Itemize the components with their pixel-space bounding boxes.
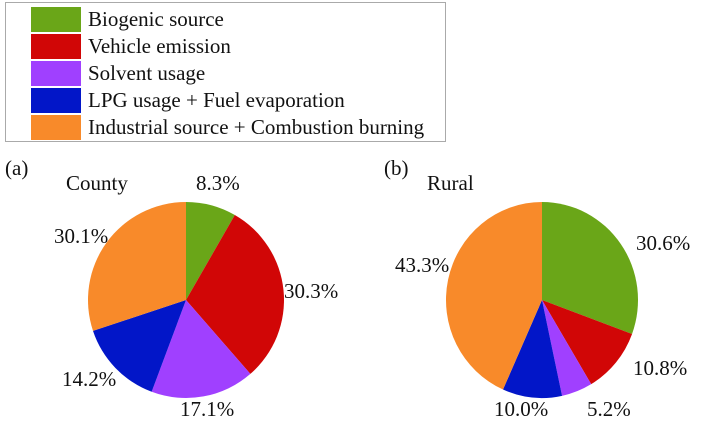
legend-swatch — [31, 7, 81, 32]
legend-item-lpg: LPG usage + Fuel evaporation — [6, 87, 345, 114]
legend-item-vehicle: Vehicle emission — [6, 33, 231, 60]
pie-slice-rural-2 — [542, 300, 592, 396]
pie-slice-rural-0 — [542, 202, 639, 334]
panel-label-a: (a) — [5, 156, 29, 180]
legend: Biogenic source Vehicle emission Solvent… — [5, 2, 446, 142]
data-label: 17.1% — [180, 397, 235, 421]
panel-label-b: (b) — [384, 156, 409, 180]
data-label: 30.1% — [54, 224, 109, 248]
pie-slice-county-4 — [88, 202, 186, 331]
pie-title-county: County — [66, 171, 128, 195]
data-label: 14.2% — [62, 367, 117, 391]
legend-item-industrial: Industrial source + Combustion burning — [6, 114, 424, 141]
legend-swatch — [31, 34, 81, 59]
pie-slice-county-1 — [186, 215, 284, 374]
pie-slice-county-2 — [151, 300, 251, 398]
legend-swatch — [31, 88, 81, 113]
legend-item-biogenic: Biogenic source — [6, 6, 224, 33]
pie-slice-county-3 — [92, 300, 186, 392]
legend-label: Vehicle emission — [88, 34, 231, 58]
legend-label: Solvent usage — [88, 61, 206, 85]
data-label: 5.2% — [587, 397, 631, 421]
legend-item-solvent: Solvent usage — [6, 60, 205, 87]
legend-label: LPG usage + Fuel evaporation — [88, 88, 345, 112]
legend-swatch — [31, 61, 81, 86]
pie-slice-rural-3 — [503, 300, 563, 398]
data-label: 30.6% — [636, 231, 691, 255]
data-label: 30.3% — [284, 279, 339, 303]
pie-slice-county-0 — [186, 202, 235, 300]
pie-slice-rural-4 — [446, 202, 542, 390]
data-label: 8.3% — [196, 171, 240, 195]
data-label: 10.8% — [633, 356, 688, 380]
pie-title-rural: Rural — [427, 171, 474, 195]
legend-swatch — [31, 115, 81, 140]
data-label: 43.3% — [395, 253, 450, 277]
legend-label: Industrial source + Combustion burning — [88, 115, 425, 139]
data-label: 10.0% — [494, 397, 549, 421]
pie-slice-rural-1 — [542, 300, 633, 385]
legend-label: Biogenic source — [88, 7, 224, 31]
